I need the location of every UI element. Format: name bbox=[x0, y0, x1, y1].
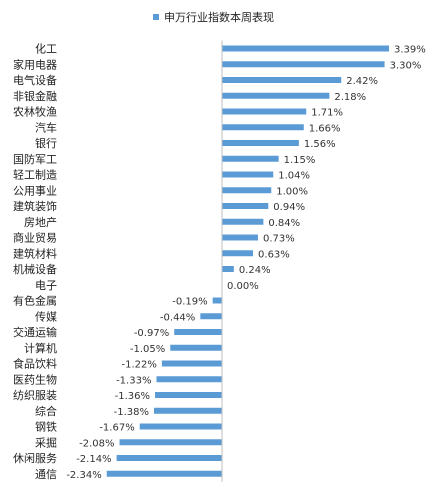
value-label-item-17: -0.19% bbox=[172, 297, 207, 308]
value-label-item-15: 0.24% bbox=[239, 265, 271, 276]
category-label-item-19: 交通运输 bbox=[13, 325, 57, 339]
value-label-item-1: 3.39% bbox=[394, 45, 426, 56]
category-label-item-6: 汽车 bbox=[35, 120, 57, 134]
bar-item-25 bbox=[139, 423, 222, 430]
category-label-item-26: 采掘 bbox=[35, 435, 57, 449]
bar-item-1 bbox=[222, 45, 389, 52]
category-label-item-28: 通信 bbox=[35, 468, 57, 481]
bar-item-5 bbox=[222, 108, 307, 115]
value-label-item-22: -1.33% bbox=[116, 375, 151, 386]
category-label-item-24: 综合 bbox=[35, 404, 57, 418]
category-label-item-1: 化工 bbox=[35, 42, 57, 56]
value-label-item-4: 2.18% bbox=[334, 92, 366, 103]
category-label-item-5: 农林牧渔 bbox=[13, 105, 57, 119]
legend-swatch bbox=[153, 14, 159, 20]
category-label-item-7: 银行 bbox=[35, 136, 57, 150]
category-labels: 化工家用电器电气设备非银金融农林牧渔汽车银行国防军工轻工制造公用事业建筑装饰房地… bbox=[13, 42, 57, 481]
chart-legend: 申万行业指数本周表现 bbox=[153, 10, 274, 24]
value-label-item-2: 3.30% bbox=[390, 60, 422, 71]
bar-item-7 bbox=[222, 140, 299, 146]
bar-item-13 bbox=[222, 234, 258, 241]
value-labels: 3.39% 3.30% 2.42% 2.18% 1.71% 1.66% 1.56% 1.15%… bbox=[66, 45, 425, 481]
category-label-item-12: 房地产 bbox=[24, 215, 57, 229]
value-label-item-8: 1.15% bbox=[284, 155, 316, 166]
category-label-item-10: 公用事业 bbox=[13, 184, 57, 197]
category-label-item-11: 建筑装饰 bbox=[13, 199, 57, 213]
category-label-item-22: 医药生物 bbox=[13, 372, 57, 386]
value-label-item-18: -0.44% bbox=[160, 312, 195, 323]
bar-item-27 bbox=[116, 455, 222, 461]
category-label-item-4: 非银金融 bbox=[13, 89, 57, 103]
bar-item-23 bbox=[155, 392, 222, 398]
value-label-item-14: 0.63% bbox=[258, 249, 290, 260]
category-label-item-15: 机械设备 bbox=[13, 262, 57, 276]
value-label-item-24: -1.38% bbox=[114, 407, 149, 418]
value-label-item-9: 1.04% bbox=[278, 171, 310, 182]
value-label-item-21: -1.22% bbox=[122, 360, 157, 371]
value-label-item-11: 0.94% bbox=[273, 202, 305, 213]
bar-item-18 bbox=[200, 313, 222, 320]
value-label-item-5: 1.71% bbox=[311, 108, 343, 119]
bar-item-20 bbox=[170, 344, 222, 351]
category-label-item-2: 家用电器 bbox=[13, 57, 57, 71]
bar-item-8 bbox=[222, 155, 279, 162]
value-label-item-19: -0.97% bbox=[134, 328, 169, 339]
value-label-item-7: 1.56% bbox=[304, 139, 336, 150]
category-label-item-25: 钢铁 bbox=[35, 421, 57, 434]
bar-item-22 bbox=[156, 376, 222, 383]
value-label-item-20: -1.05% bbox=[130, 344, 165, 355]
category-label-item-3: 电气设备 bbox=[13, 73, 57, 87]
value-label-item-16: 0.00% bbox=[227, 281, 259, 292]
value-label-item-10: 1.00% bbox=[276, 186, 308, 197]
bar-item-11 bbox=[222, 203, 269, 209]
value-label-item-27: -2.14% bbox=[76, 454, 111, 465]
category-label-item-14: 建筑材料 bbox=[13, 246, 57, 260]
value-label-item-6: 1.66% bbox=[309, 123, 341, 134]
bar-item-15 bbox=[222, 266, 234, 272]
category-label-item-18: 传媒 bbox=[35, 310, 57, 323]
category-label-item-21: 食品饮料 bbox=[13, 357, 57, 371]
bar-item-9 bbox=[222, 171, 274, 178]
bar-item-26 bbox=[119, 439, 222, 446]
category-label-item-23: 纺织服装 bbox=[13, 388, 57, 402]
value-label-item-12: 0.84% bbox=[268, 218, 300, 229]
bar-item-6 bbox=[222, 124, 304, 131]
bar-series bbox=[106, 45, 389, 477]
bar-item-19 bbox=[174, 329, 222, 335]
bar-item-28 bbox=[106, 470, 222, 477]
bar-item-17 bbox=[212, 297, 222, 304]
category-label-item-13: 商业贸易 bbox=[13, 231, 57, 245]
bar-item-24 bbox=[154, 407, 222, 414]
value-label-item-25: -1.67% bbox=[99, 423, 134, 434]
value-label-item-13: 0.73% bbox=[263, 234, 295, 245]
category-label-item-16: 电子 bbox=[35, 279, 57, 292]
category-label-item-9: 轻工制造 bbox=[13, 168, 57, 182]
bar-item-4 bbox=[222, 92, 330, 99]
bar-item-21 bbox=[161, 360, 222, 367]
legend-label: 申万行业指数本周表现 bbox=[164, 10, 274, 24]
bar-item-12 bbox=[222, 218, 264, 225]
value-label-item-23: -1.36% bbox=[115, 391, 150, 402]
category-label-item-27: 休闲服务 bbox=[13, 451, 57, 465]
category-label-item-8: 国防军工 bbox=[13, 152, 57, 166]
category-label-item-20: 计算机 bbox=[24, 341, 57, 355]
category-label-item-17: 有色金属 bbox=[13, 294, 57, 308]
value-label-item-28: -2.34% bbox=[66, 470, 101, 481]
value-label-item-26: -2.08% bbox=[79, 438, 114, 449]
bar-item-10 bbox=[222, 187, 272, 194]
value-label-item-3: 2.42% bbox=[346, 76, 378, 87]
bar-item-14 bbox=[222, 250, 254, 257]
bar-item-2 bbox=[222, 61, 385, 68]
bar-item-3 bbox=[222, 77, 342, 83]
